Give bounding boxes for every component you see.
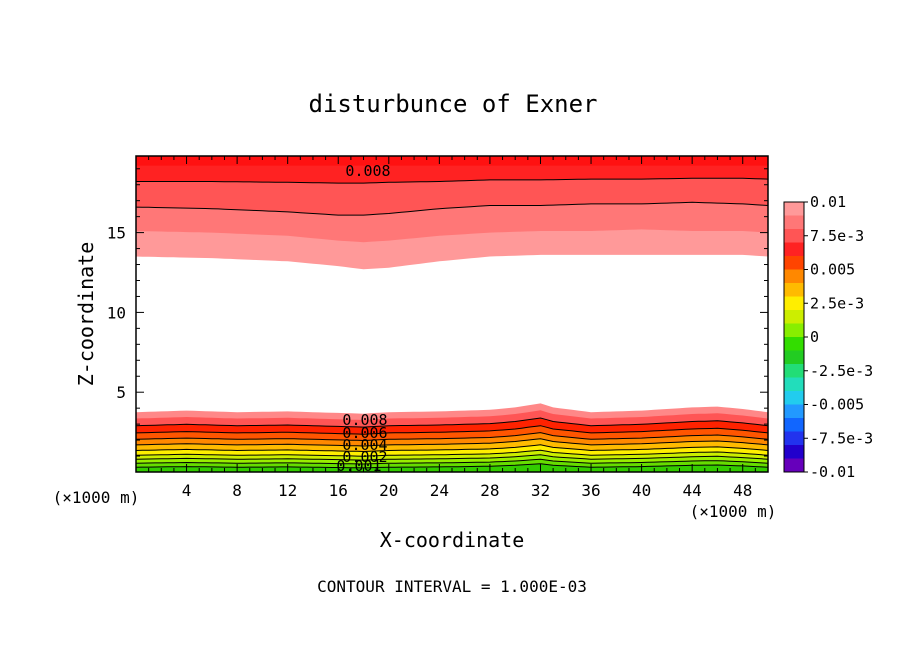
colorbar-swatch [784, 364, 804, 378]
x-tick-label: 40 [632, 481, 651, 500]
colorbar-swatch [784, 229, 804, 243]
bottom-contour-line [136, 438, 768, 447]
x-tick-label: 8 [232, 481, 242, 500]
colorbar-swatch [784, 391, 804, 405]
colorbar-label: 0.01 [810, 193, 846, 211]
bottom-contour-line [136, 463, 768, 469]
x-unit-label: (×1000 m) [53, 488, 140, 507]
bottom-contour-line [136, 444, 768, 453]
colorbar-label: -7.5e-3 [810, 429, 873, 447]
colorbar-swatch [784, 202, 804, 216]
x-tick-label: 16 [329, 481, 348, 500]
bottom-contour-line [136, 417, 768, 428]
colorbar-label: -0.01 [810, 463, 855, 481]
colorbar-swatch [784, 269, 804, 284]
colorbar-swatch [784, 404, 804, 419]
x-axis-label: X-coordinate [380, 528, 525, 552]
contour-label: 0.008 [342, 411, 387, 429]
x-tick-label: 36 [581, 481, 600, 500]
top-contour-line [136, 201, 768, 216]
y-tick-label: 10 [107, 303, 126, 322]
contour-label: 0.006 [342, 424, 387, 442]
x-tick-label: 12 [278, 481, 297, 500]
x-tick-label: 28 [480, 481, 499, 500]
top-contour-line [136, 177, 768, 184]
bottom-contour-line [136, 454, 768, 461]
colorbar-swatch [784, 350, 804, 365]
contour-interval-label: CONTOUR INTERVAL = 1.000E-03 [317, 577, 587, 596]
bottom-contour-line [136, 432, 768, 442]
y-tick-label: 15 [107, 224, 126, 243]
colorbar-label: 2.5e-3 [810, 294, 864, 312]
y-axis-label: Z-coordinate [74, 242, 98, 387]
contour-label: 0.002 [342, 448, 387, 466]
colorbar-swatch [784, 215, 804, 230]
colorbar-swatch [784, 418, 804, 432]
colorbar-swatch [784, 337, 804, 351]
colorbar-label: 7.5e-3 [810, 227, 864, 245]
bottom-contour-line [136, 458, 768, 465]
colorbar-swatch [784, 377, 804, 392]
top-contour-band [136, 156, 768, 166]
colorbar-label: 0.005 [810, 261, 855, 279]
colorbar-swatch [784, 256, 804, 270]
colorbar-label: 0 [810, 328, 819, 346]
x-tick-label: 20 [379, 481, 398, 500]
y-tick-label: 5 [116, 383, 126, 402]
x-tick-label: 32 [531, 481, 550, 500]
colorbar-swatch [784, 310, 804, 324]
bottom-contour-line [136, 425, 768, 435]
colorbar-label: -0.005 [810, 396, 864, 414]
colorbar-swatch [784, 242, 804, 257]
chart-title: disturbunce of Exner [309, 90, 598, 118]
x-tick-label: 48 [733, 481, 752, 500]
contour-label: 0.001 [336, 457, 381, 475]
colorbar-swatch [784, 296, 804, 311]
z-unit-label: (×1000 m) [690, 502, 777, 521]
bottom-contour-line [136, 449, 768, 457]
colorbar: 0.01 7.5e-3 0.005 2.5e-3 0 -2.5e-3 -0.005 -7.5e… [783, 193, 873, 481]
colorbar-swatch [784, 283, 804, 297]
x-tick-label: 4 [182, 481, 192, 500]
x-tick-label: 44 [683, 481, 702, 500]
colorbar-swatch [784, 458, 804, 473]
bottom-contour-band [136, 463, 768, 472]
colorbar-swatch [784, 323, 804, 338]
colorbar-label: -2.5e-3 [810, 362, 873, 380]
x-tick-label: 24 [430, 481, 449, 500]
contour-label: 0.004 [342, 436, 387, 454]
contour-label: 0.008 [345, 162, 390, 180]
colorbar-swatch [784, 431, 804, 446]
colorbar-swatch [784, 445, 804, 459]
